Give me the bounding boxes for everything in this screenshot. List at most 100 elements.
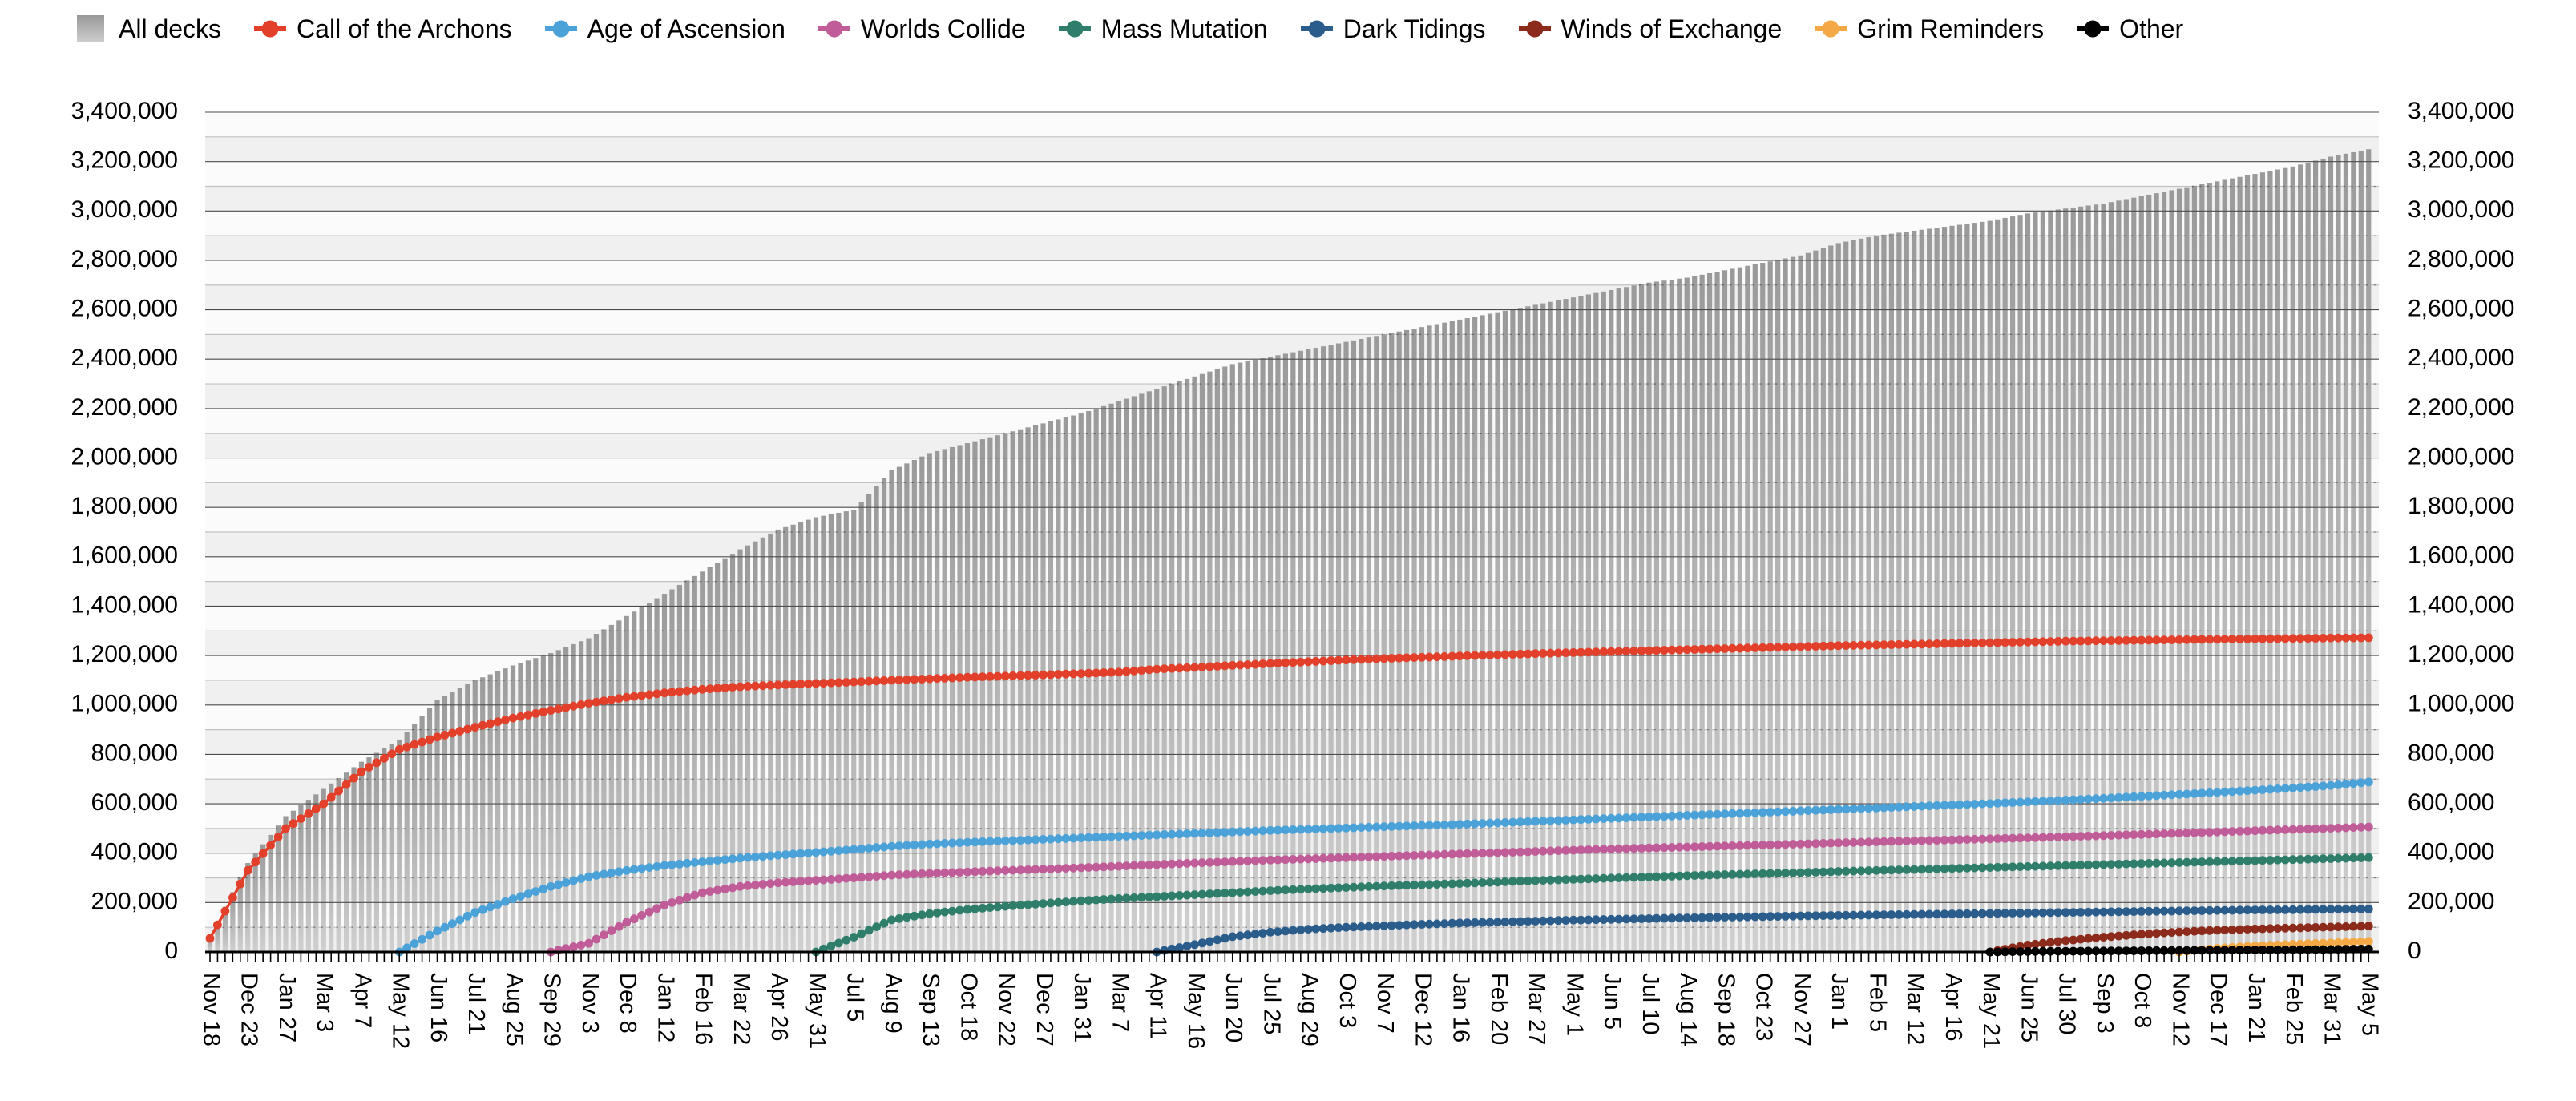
svg-text:Oct 23: Oct 23 (1751, 973, 1777, 1041)
svg-text:2,000,000: 2,000,000 (71, 443, 178, 470)
svg-text:1,400,000: 1,400,000 (2408, 591, 2514, 618)
legend-item-mass-mutation[interactable]: Mass Mutation (1056, 14, 1268, 44)
svg-text:1,800,000: 1,800,000 (71, 493, 178, 519)
svg-text:Jan 16: Jan 16 (1448, 973, 1474, 1043)
svg-text:Jan 21: Jan 21 (2243, 973, 2269, 1043)
svg-text:May 12: May 12 (388, 973, 414, 1049)
svg-text:2,600,000: 2,600,000 (2408, 296, 2514, 322)
series-dark-tidings (1152, 905, 2373, 957)
svg-text:May 5: May 5 (2357, 973, 2383, 1036)
call-of-the-archons-legend-marker-icon (254, 20, 287, 38)
svg-text:Dec 8: Dec 8 (615, 973, 640, 1034)
svg-text:600,000: 600,000 (2408, 789, 2494, 816)
svg-text:May 16: May 16 (1183, 973, 1209, 1049)
legend-item-label: Age of Ascension (587, 14, 785, 43)
svg-text:Jan 31: Jan 31 (1069, 973, 1095, 1043)
legend-item-label: Grim Reminders (1857, 14, 2045, 43)
svg-text:May 1: May 1 (1561, 973, 1587, 1036)
svg-text:Sep 18: Sep 18 (1713, 973, 1738, 1047)
svg-text:2,200,000: 2,200,000 (71, 394, 178, 421)
svg-text:Aug 29: Aug 29 (1297, 973, 1322, 1047)
legend-item-label: Dark Tidings (1343, 14, 1486, 43)
chart-legend: All decks Call of the Archons Age of Ascen… (74, 6, 2183, 51)
svg-text:Aug 14: Aug 14 (1675, 973, 1701, 1047)
svg-text:Sep 29: Sep 29 (539, 973, 565, 1047)
svg-text:Oct 18: Oct 18 (955, 973, 981, 1041)
legend-item-worlds-collide[interactable]: Worlds Collide (816, 14, 1026, 44)
legend-item-other[interactable]: Other (2074, 14, 2183, 44)
svg-text:3,400,000: 3,400,000 (2408, 98, 2514, 124)
legend-item-dark-tidings[interactable]: Dark Tidings (1298, 14, 1486, 44)
svg-text:Oct 3: Oct 3 (1334, 973, 1360, 1028)
svg-text:200,000: 200,000 (91, 888, 178, 914)
svg-text:0: 0 (2408, 938, 2421, 964)
svg-text:1,800,000: 1,800,000 (2408, 493, 2514, 519)
svg-text:3,200,000: 3,200,000 (71, 147, 178, 174)
svg-text:Jan 1: Jan 1 (1827, 973, 1852, 1030)
svg-text:Jul 10: Jul 10 (1637, 973, 1663, 1034)
dark-tidings-legend-marker-icon (1300, 20, 1333, 38)
legend-item-label: Winds of Exchange (1561, 14, 1783, 43)
svg-text:1,400,000: 1,400,000 (71, 591, 178, 618)
svg-text:200,000: 200,000 (2408, 888, 2494, 914)
svg-text:2,800,000: 2,800,000 (71, 246, 178, 272)
series-age-of-ascension (394, 777, 2373, 957)
svg-text:400,000: 400,000 (2408, 839, 2494, 865)
y-axis-right-labels: 0 200,000 400,000 600,000 800,000 1,000,000 1,… (2408, 98, 2514, 964)
grim-reminders-legend-marker-icon (1815, 20, 1847, 38)
svg-text:2,800,000: 2,800,000 (2408, 246, 2514, 272)
svg-text:2,600,000: 2,600,000 (71, 296, 178, 322)
svg-text:Mar 7: Mar 7 (1107, 973, 1133, 1032)
legend-item-label: Mass Mutation (1100, 14, 1268, 43)
x-axis (205, 950, 2379, 962)
svg-text:Feb 20: Feb 20 (1486, 973, 1512, 1045)
svg-text:800,000: 800,000 (2408, 740, 2494, 766)
legend-item-label: Call of the Archons (297, 14, 512, 43)
svg-text:0: 0 (164, 938, 178, 964)
legend-item-age-of-ascension[interactable]: Age of Ascension (543, 14, 785, 44)
svg-text:Jun 16: Jun 16 (426, 973, 451, 1043)
svg-text:3,200,000: 3,200,000 (2408, 147, 2514, 174)
svg-text:1,600,000: 1,600,000 (71, 542, 178, 569)
svg-text:Nov 22: Nov 22 (994, 973, 1019, 1047)
svg-text:Apr 11: Apr 11 (1145, 973, 1171, 1039)
svg-text:2,000,000: 2,000,000 (2408, 443, 2514, 470)
svg-text:Jul 5: Jul 5 (842, 973, 868, 1022)
svg-text:2,200,000: 2,200,000 (2408, 394, 2514, 421)
svg-text:1,600,000: 1,600,000 (2408, 542, 2514, 569)
worlds-collide-legend-marker-icon (818, 20, 850, 38)
svg-text:1,000,000: 1,000,000 (71, 691, 178, 717)
age-of-ascension-legend-marker-icon (544, 20, 577, 38)
legend-item-winds-of-exchange[interactable]: Winds of Exchange (1516, 14, 1783, 44)
series-winds-of-exchange (1985, 922, 2373, 957)
legend-item-grim-reminders[interactable]: Grim Reminders (1812, 14, 2044, 44)
svg-text:May 21: May 21 (1978, 973, 2004, 1049)
svg-text:Feb 25: Feb 25 (2281, 973, 2307, 1045)
svg-text:400,000: 400,000 (91, 839, 178, 865)
svg-text:Jan 27: Jan 27 (274, 973, 300, 1043)
x-axis-labels: Nov 18 Dec 23 Jan 27 Mar 3 Apr 7 May 12 Jun 16… (198, 973, 2382, 1049)
legend-item-call-of-the-archons[interactable]: Call of the Archons (252, 14, 512, 44)
svg-text:Jun 20: Jun 20 (1221, 973, 1246, 1043)
all-decks-bars (207, 149, 2372, 953)
svg-text:Jun 5: Jun 5 (1600, 973, 1625, 1030)
svg-text:1,200,000: 1,200,000 (71, 641, 178, 667)
winds-of-exchange-legend-marker-icon (1518, 20, 1551, 38)
svg-text:2,400,000: 2,400,000 (2408, 345, 2514, 371)
svg-text:Dec 23: Dec 23 (236, 973, 262, 1047)
svg-text:1,200,000: 1,200,000 (2408, 641, 2514, 667)
svg-text:Sep 13: Sep 13 (918, 973, 943, 1047)
series-call-of-the-archons (205, 633, 2373, 943)
legend-item-label: All decks (119, 14, 222, 43)
svg-text:2,400,000: 2,400,000 (71, 345, 178, 371)
svg-text:May 31: May 31 (804, 973, 830, 1049)
legend-item-all-decks[interactable]: All decks (74, 14, 221, 44)
svg-text:3,400,000: 3,400,000 (71, 98, 178, 124)
svg-text:Sep 3: Sep 3 (2092, 973, 2118, 1034)
svg-text:1,000,000: 1,000,000 (2408, 691, 2514, 717)
svg-text:Dec 27: Dec 27 (1032, 973, 1057, 1047)
svg-text:Nov 7: Nov 7 (1372, 973, 1398, 1034)
svg-text:Apr 16: Apr 16 (1940, 973, 1966, 1041)
